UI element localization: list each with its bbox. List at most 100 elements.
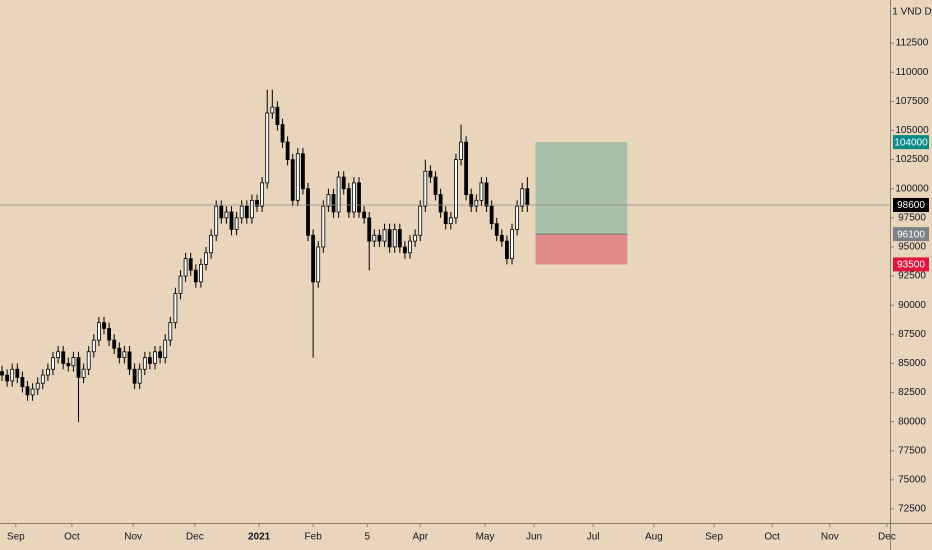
x-tick-label: Oct xyxy=(64,532,80,543)
x-tick-label: Sep xyxy=(705,532,723,543)
y-tick-label: 90000 xyxy=(898,300,926,311)
candle-body xyxy=(5,374,10,382)
candle-body xyxy=(341,176,346,190)
y-tick-label: 110000 xyxy=(896,67,929,78)
candle-body xyxy=(423,170,428,207)
candle-body xyxy=(224,211,229,219)
y-tick-label: 107500 xyxy=(895,96,929,107)
last-price-label: 98600 xyxy=(897,200,925,211)
x-tick-label: Aug xyxy=(645,532,663,543)
candle-body xyxy=(199,264,203,283)
candle-body xyxy=(204,252,208,265)
candle-body xyxy=(413,234,418,242)
candle-body xyxy=(127,351,132,370)
y-tick-label: 80000 xyxy=(898,416,926,427)
candle-body xyxy=(265,112,270,184)
candle-body xyxy=(102,322,106,329)
x-tick-label: Dec xyxy=(186,532,204,543)
candle-body xyxy=(219,205,224,219)
candle-body xyxy=(331,194,336,213)
candle-body xyxy=(311,234,316,283)
entry-box xyxy=(893,227,929,242)
x-tick-label: Apr xyxy=(412,532,428,543)
currency-label: 1 VND D xyxy=(892,7,931,18)
x-tick-label: Sep xyxy=(7,532,25,543)
candle-body xyxy=(290,159,295,201)
candle-body xyxy=(352,182,356,213)
candle-body xyxy=(71,357,76,367)
candle-body xyxy=(255,199,259,207)
stop-label: 93500 xyxy=(897,260,925,271)
candle-body xyxy=(20,377,25,388)
candle-body xyxy=(148,357,152,364)
candle-body xyxy=(285,141,290,160)
y-tick-label: 87500 xyxy=(898,329,926,340)
candle-body xyxy=(40,374,45,384)
candle-body xyxy=(183,258,188,277)
candle-body xyxy=(46,368,50,376)
candle-body xyxy=(484,182,489,207)
x-tick-label: Dec xyxy=(878,532,896,543)
candle-body xyxy=(107,328,112,341)
axes: 72500 75000 77500 80000 82500 85000 87500 90000… xyxy=(7,38,929,543)
candle-body xyxy=(418,205,423,236)
candle-body xyxy=(403,246,407,254)
candle-body xyxy=(117,347,122,359)
candle-body xyxy=(173,293,178,324)
y-tick-label: 72500 xyxy=(898,504,926,515)
candle-body xyxy=(260,182,265,207)
candle-body xyxy=(306,188,310,236)
candle-body xyxy=(357,182,361,213)
last-price-box xyxy=(893,198,929,213)
y-tick-label: 85000 xyxy=(898,358,926,369)
candle-body xyxy=(239,205,244,219)
candle-body xyxy=(346,188,351,213)
candle-body xyxy=(362,211,367,219)
x-tick-label: Oct xyxy=(764,532,780,543)
candle-body xyxy=(56,351,61,359)
x-tick-label: Nov xyxy=(821,532,839,543)
candle-body xyxy=(280,124,285,143)
y-tick-label: 75000 xyxy=(898,475,926,486)
candle-body xyxy=(316,246,321,283)
candle-body xyxy=(372,234,377,242)
candle-body xyxy=(51,357,55,370)
candle-body xyxy=(433,176,438,195)
candle-body xyxy=(464,141,469,195)
candle-body xyxy=(229,211,234,230)
candle-body xyxy=(489,205,494,225)
x-tick-label: Nov xyxy=(124,532,142,543)
candle-body xyxy=(301,153,305,190)
candle-body xyxy=(428,170,433,178)
candle-body xyxy=(275,106,280,126)
candle-body xyxy=(142,357,147,370)
candle-body xyxy=(367,217,372,242)
candle-body xyxy=(382,229,387,242)
candle-body xyxy=(91,339,96,353)
plot-area xyxy=(0,89,890,422)
target-label: 104000 xyxy=(894,137,928,148)
y-tick-label: 112500 xyxy=(896,38,929,49)
stop-box xyxy=(893,257,929,272)
candle-body xyxy=(377,234,382,242)
candle-body xyxy=(392,229,397,248)
x-tick-label: 2021 xyxy=(248,532,271,543)
candle-body xyxy=(474,199,479,207)
candle-body xyxy=(35,382,40,390)
y-tick-label: 105000 xyxy=(895,125,929,136)
candle-body xyxy=(122,351,127,359)
candle-body xyxy=(15,368,20,378)
candle-body xyxy=(515,205,520,230)
candle-body xyxy=(443,211,448,225)
candle-body xyxy=(86,351,91,370)
entry-label: 96100 xyxy=(897,229,925,240)
candle-body xyxy=(499,234,504,242)
candle-body xyxy=(321,205,326,248)
candle-body xyxy=(270,106,275,114)
candle-body xyxy=(178,275,183,294)
x-tick-label: 5 xyxy=(364,532,370,543)
y-tick-label: 97500 xyxy=(898,212,926,223)
candle-body xyxy=(158,351,163,359)
x-tick-label: May xyxy=(476,532,495,543)
